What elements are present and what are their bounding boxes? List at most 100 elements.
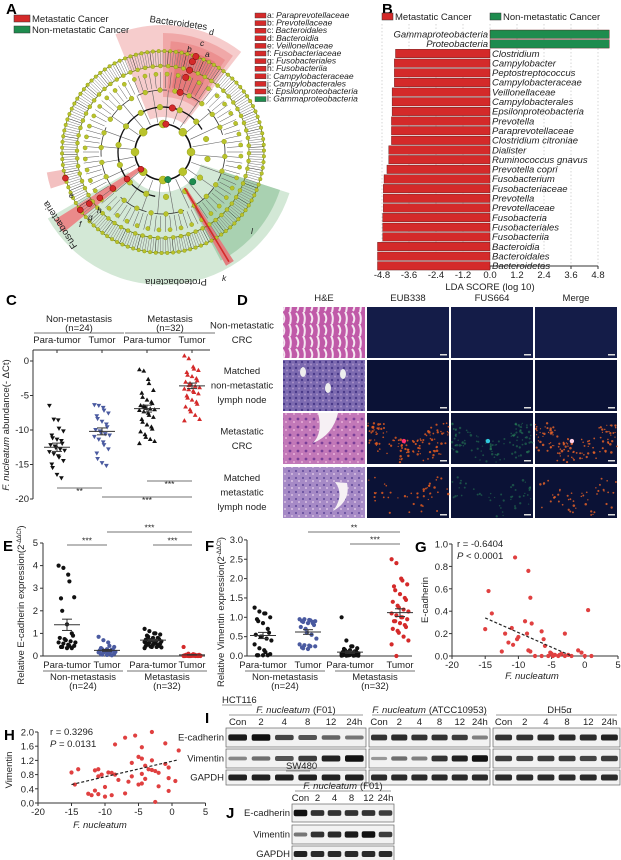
fluorescence-signal [610, 424, 613, 427]
branch-line [99, 73, 110, 86]
fluorescence-signal [436, 442, 439, 444]
fluorescence-signal [528, 441, 531, 444]
data-point [137, 367, 142, 372]
fluorescence-signal [571, 511, 574, 514]
branch-line [167, 181, 175, 214]
data-point [268, 615, 273, 620]
data-point [94, 451, 100, 456]
fluorescence-signal [426, 487, 428, 489]
blot-treatment-title: F. nucleatum (F01) [256, 705, 335, 716]
fluorescence-signal [556, 452, 559, 454]
fluorescence-signal [522, 494, 525, 497]
lane-label: Con [370, 717, 387, 728]
group-header: Metastasis [147, 314, 193, 325]
clade-key-swatch [254, 88, 267, 95]
scale-bar [524, 460, 531, 462]
fluorescence-signal [374, 476, 376, 479]
fluorescence-signal [502, 499, 505, 502]
fluorescence-signal [587, 445, 589, 448]
branch-line [245, 123, 260, 128]
fluorescence-signal [419, 438, 422, 440]
branch-line [84, 88, 97, 99]
lane-label: 12 [583, 717, 594, 728]
branch-line [144, 236, 148, 252]
panel-label-f: F [205, 538, 214, 555]
lda-bar [383, 184, 491, 194]
taxon-node [150, 49, 155, 54]
taxon-node [92, 188, 98, 193]
fluorescence-signal [546, 427, 549, 430]
fluorescence-signal [451, 447, 453, 450]
data-point [112, 772, 118, 777]
branch-line [194, 82, 204, 97]
y-axis-label-rest: abundance(- ΔCt) [1, 359, 12, 437]
fluorescence-signal [527, 430, 531, 434]
taxon-node [235, 106, 240, 112]
fluorescence-signal [575, 507, 577, 509]
trend-line [71, 759, 179, 786]
bar-label: Bacteroidia [492, 242, 540, 253]
fluorescence-signal [406, 439, 409, 442]
branch-line [62, 162, 78, 166]
fluorescence-signal [572, 457, 574, 460]
fluorescence-signal [377, 450, 379, 452]
branch-line [193, 232, 200, 247]
x-tick-label: Para-tumor [43, 660, 91, 671]
data-point [522, 619, 528, 624]
panel-g-scatter: 0.00.20.40.60.81.0-20 -15 -10 -5 0 5r = -0.64… [420, 539, 621, 682]
data-point [61, 429, 66, 434]
fluorescence-signal [559, 455, 562, 457]
tick-label: 5 [615, 660, 620, 671]
protein-band [345, 774, 364, 781]
fluorescence-signal [614, 431, 616, 434]
branch-line [82, 204, 95, 214]
data-point [256, 619, 261, 624]
data-point [146, 634, 151, 639]
fluorescence-signal [512, 443, 515, 446]
data-point [100, 440, 106, 445]
fluorescence-signal [481, 445, 484, 447]
data-point [301, 646, 306, 651]
branch-line [112, 64, 121, 78]
group-header: Non-metastasis [46, 314, 112, 325]
clade-key-name: Campylobacteraceae [273, 71, 354, 81]
branch-line [208, 96, 221, 108]
metastatic-node [86, 200, 93, 207]
fluorescence-signal [491, 443, 494, 447]
data-point [524, 631, 530, 636]
data-point [96, 403, 102, 409]
branch-line [164, 215, 167, 232]
data-point [61, 641, 66, 646]
taxon-node [163, 235, 168, 241]
fluorescence-signal [435, 479, 438, 481]
data-point [106, 640, 111, 645]
fluorescence-signal [547, 431, 550, 434]
fluorescence-signal [537, 449, 540, 452]
data-point [510, 642, 516, 647]
fluorescence-signal [614, 426, 617, 429]
fluorescence-signal [381, 491, 384, 495]
non-metastatic-node [189, 178, 197, 186]
clade-key-swatch [254, 58, 267, 64]
taxon-node [222, 153, 228, 160]
fluorescence-signal [520, 426, 523, 429]
data-point [194, 401, 200, 406]
protein-band [451, 755, 468, 762]
branch-line [144, 52, 148, 68]
protein-band [371, 734, 388, 741]
significance-stars: *** [165, 479, 176, 489]
data-point [151, 414, 156, 419]
branch-line [84, 205, 97, 216]
fluorescence-signal [602, 488, 605, 491]
fluorescence-signal [493, 456, 496, 459]
data-point [185, 395, 190, 400]
taxon-node [100, 211, 105, 216]
row-label: lymph node [217, 395, 266, 406]
branch-line [205, 226, 214, 240]
protein-band [251, 774, 271, 781]
data-point [142, 626, 147, 631]
data-point [176, 748, 181, 753]
data-point [541, 637, 546, 642]
taxon-node [209, 78, 214, 84]
fluorescence-signal [477, 440, 480, 443]
